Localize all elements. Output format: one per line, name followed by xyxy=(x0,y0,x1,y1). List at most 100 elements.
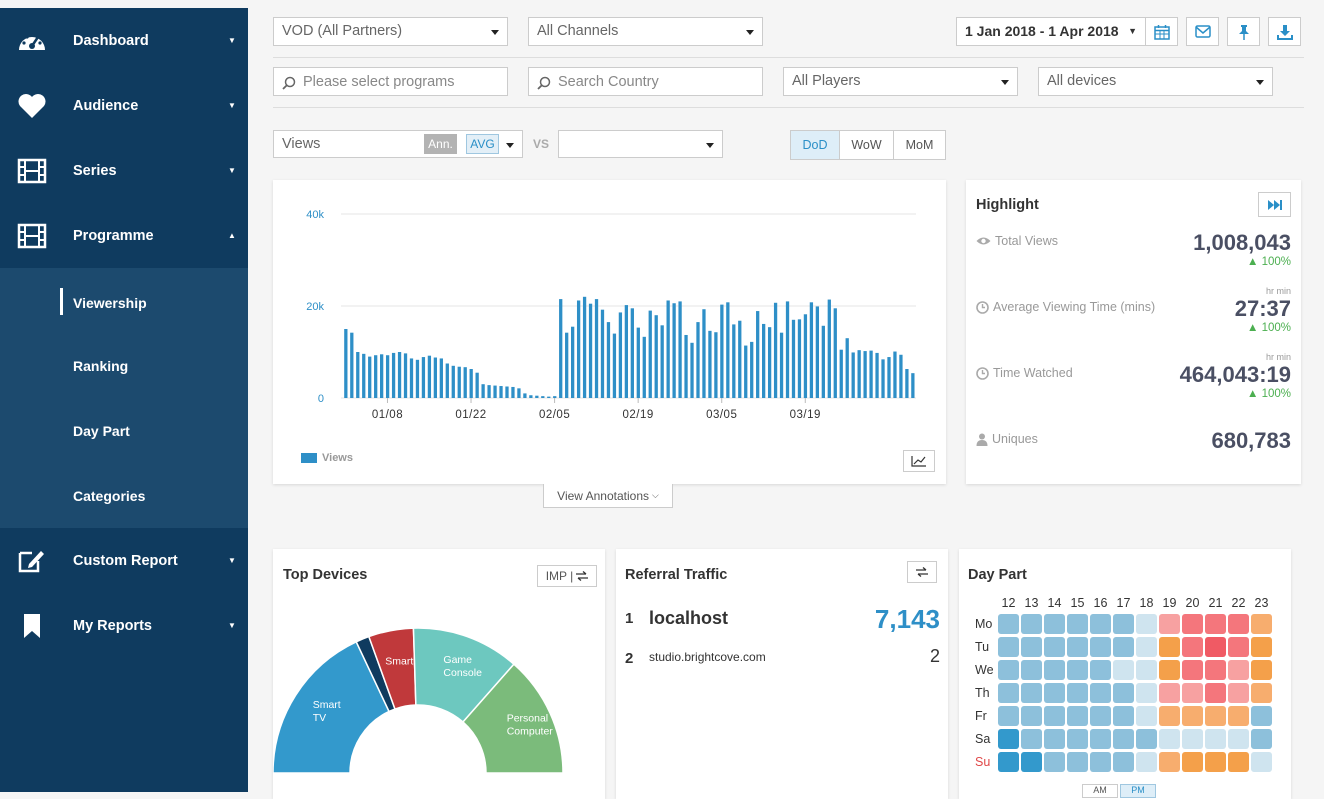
bar[interactable] xyxy=(851,352,855,398)
bar[interactable] xyxy=(696,322,700,398)
heatmap-cell[interactable] xyxy=(1205,660,1226,680)
bar[interactable] xyxy=(385,355,390,398)
donut-slice[interactable] xyxy=(273,640,391,774)
bar[interactable] xyxy=(445,363,449,399)
heatmap-cell[interactable] xyxy=(1205,752,1226,772)
bar[interactable] xyxy=(779,332,784,398)
bar[interactable] xyxy=(803,314,808,398)
annotations-toggle[interactable]: Ann. xyxy=(424,134,457,154)
bar[interactable] xyxy=(756,311,760,398)
bar[interactable] xyxy=(738,320,742,398)
metric-select[interactable]: Views Ann. AVG xyxy=(273,130,523,158)
donut-slice[interactable] xyxy=(461,663,564,774)
heatmap-cell[interactable] xyxy=(1182,683,1203,703)
heatmap-cell[interactable] xyxy=(1251,752,1272,772)
heatmap-cell[interactable] xyxy=(1228,614,1249,634)
partner-select[interactable]: VOD (All Partners) xyxy=(273,17,508,46)
heatmap-cell[interactable] xyxy=(1136,614,1157,634)
heatmap-cell[interactable] xyxy=(1136,660,1157,680)
bar[interactable] xyxy=(750,341,754,398)
heatmap-cell[interactable] xyxy=(1182,614,1203,634)
heatmap-cell[interactable] xyxy=(1251,614,1272,634)
heatmap-cell[interactable] xyxy=(1067,729,1088,749)
heatmap-cell[interactable] xyxy=(1021,637,1042,657)
heatmap-cell[interactable] xyxy=(1228,660,1249,680)
compare-select[interactable] xyxy=(558,130,723,158)
chart-type-button[interactable] xyxy=(903,450,935,472)
bar[interactable] xyxy=(356,352,360,398)
nav-programme[interactable]: Programme ▲ xyxy=(0,203,248,268)
bar[interactable] xyxy=(762,323,766,398)
heatmap-cell[interactable] xyxy=(1228,637,1249,657)
bar[interactable] xyxy=(362,353,366,398)
bar[interactable] xyxy=(833,308,837,398)
bar[interactable] xyxy=(439,358,443,398)
heatmap-cell[interactable] xyxy=(1067,614,1088,634)
heatmap-cell[interactable] xyxy=(1021,683,1042,703)
bar[interactable] xyxy=(773,302,778,398)
nav-series[interactable]: Series ▼ xyxy=(0,138,248,203)
highlight-next-button[interactable] xyxy=(1258,192,1291,217)
bar[interactable] xyxy=(421,357,426,398)
bar[interactable] xyxy=(588,303,593,398)
subnav-ranking[interactable]: Ranking xyxy=(73,358,129,374)
heatmap-cell[interactable] xyxy=(1044,706,1065,726)
bar[interactable] xyxy=(427,355,432,398)
heatmap-cell[interactable] xyxy=(1044,683,1065,703)
heatmap-cell[interactable] xyxy=(1113,637,1134,657)
heatmap-cell[interactable] xyxy=(1090,706,1111,726)
heatmap-cell[interactable] xyxy=(998,752,1019,772)
heatmap-cell[interactable] xyxy=(1159,752,1180,772)
heatmap-cell[interactable] xyxy=(1044,637,1065,657)
heatmap-cell[interactable] xyxy=(1021,729,1042,749)
heatmap-cell[interactable] xyxy=(1136,683,1157,703)
devices-select[interactable]: All devices xyxy=(1038,67,1273,96)
period-dod-button[interactable]: DoD xyxy=(790,130,840,160)
bar[interactable] xyxy=(600,309,605,398)
bar[interactable] xyxy=(839,349,843,398)
bar[interactable] xyxy=(708,330,712,398)
bar[interactable] xyxy=(911,373,915,398)
bar[interactable] xyxy=(899,354,903,398)
bar[interactable] xyxy=(493,385,497,398)
heatmap-cell[interactable] xyxy=(998,637,1019,657)
nav-my-reports[interactable]: My Reports ▼ xyxy=(0,593,248,658)
heatmap-cell[interactable] xyxy=(1251,660,1272,680)
heatmap-cell[interactable] xyxy=(1044,614,1065,634)
heatmap-cell[interactable] xyxy=(1205,637,1226,657)
bar[interactable] xyxy=(469,369,473,398)
bar[interactable] xyxy=(624,305,629,398)
heatmap-cell[interactable] xyxy=(1159,614,1180,634)
heatmap-cell[interactable] xyxy=(1021,614,1042,634)
heatmap-cell[interactable] xyxy=(1182,706,1203,726)
bar[interactable] xyxy=(767,327,772,398)
heatmap-cell[interactable] xyxy=(1067,637,1088,657)
heatmap-cell[interactable] xyxy=(1067,752,1088,772)
bar[interactable] xyxy=(517,388,521,398)
heatmap-cell[interactable] xyxy=(1251,729,1272,749)
bar[interactable] xyxy=(797,319,802,398)
bar[interactable] xyxy=(409,358,414,398)
heatmap-cell[interactable] xyxy=(1113,614,1134,634)
heatmap-cell[interactable] xyxy=(1159,660,1180,680)
bar[interactable] xyxy=(415,359,420,398)
pm-toggle[interactable]: PM xyxy=(1120,784,1156,798)
subnav-day-part[interactable]: Day Part xyxy=(73,423,130,439)
bar[interactable] xyxy=(744,345,748,398)
period-wow-button[interactable]: WoW xyxy=(839,130,894,160)
heatmap-cell[interactable] xyxy=(1044,752,1065,772)
heatmap-cell[interactable] xyxy=(1205,683,1226,703)
bar[interactable] xyxy=(391,352,396,398)
bar[interactable] xyxy=(571,326,575,398)
bar[interactable] xyxy=(869,350,873,398)
bar[interactable] xyxy=(612,333,617,398)
programs-search[interactable]: Please select programs xyxy=(273,67,508,96)
calendar-button[interactable] xyxy=(1145,17,1178,46)
bar[interactable] xyxy=(887,357,891,398)
bar[interactable] xyxy=(684,334,688,398)
bar[interactable] xyxy=(433,357,438,398)
heatmap-cell[interactable] xyxy=(1090,660,1111,680)
subnav-viewership[interactable]: Viewership xyxy=(73,295,147,311)
bar[interactable] xyxy=(451,365,455,398)
heatmap-cell[interactable] xyxy=(1182,752,1203,772)
